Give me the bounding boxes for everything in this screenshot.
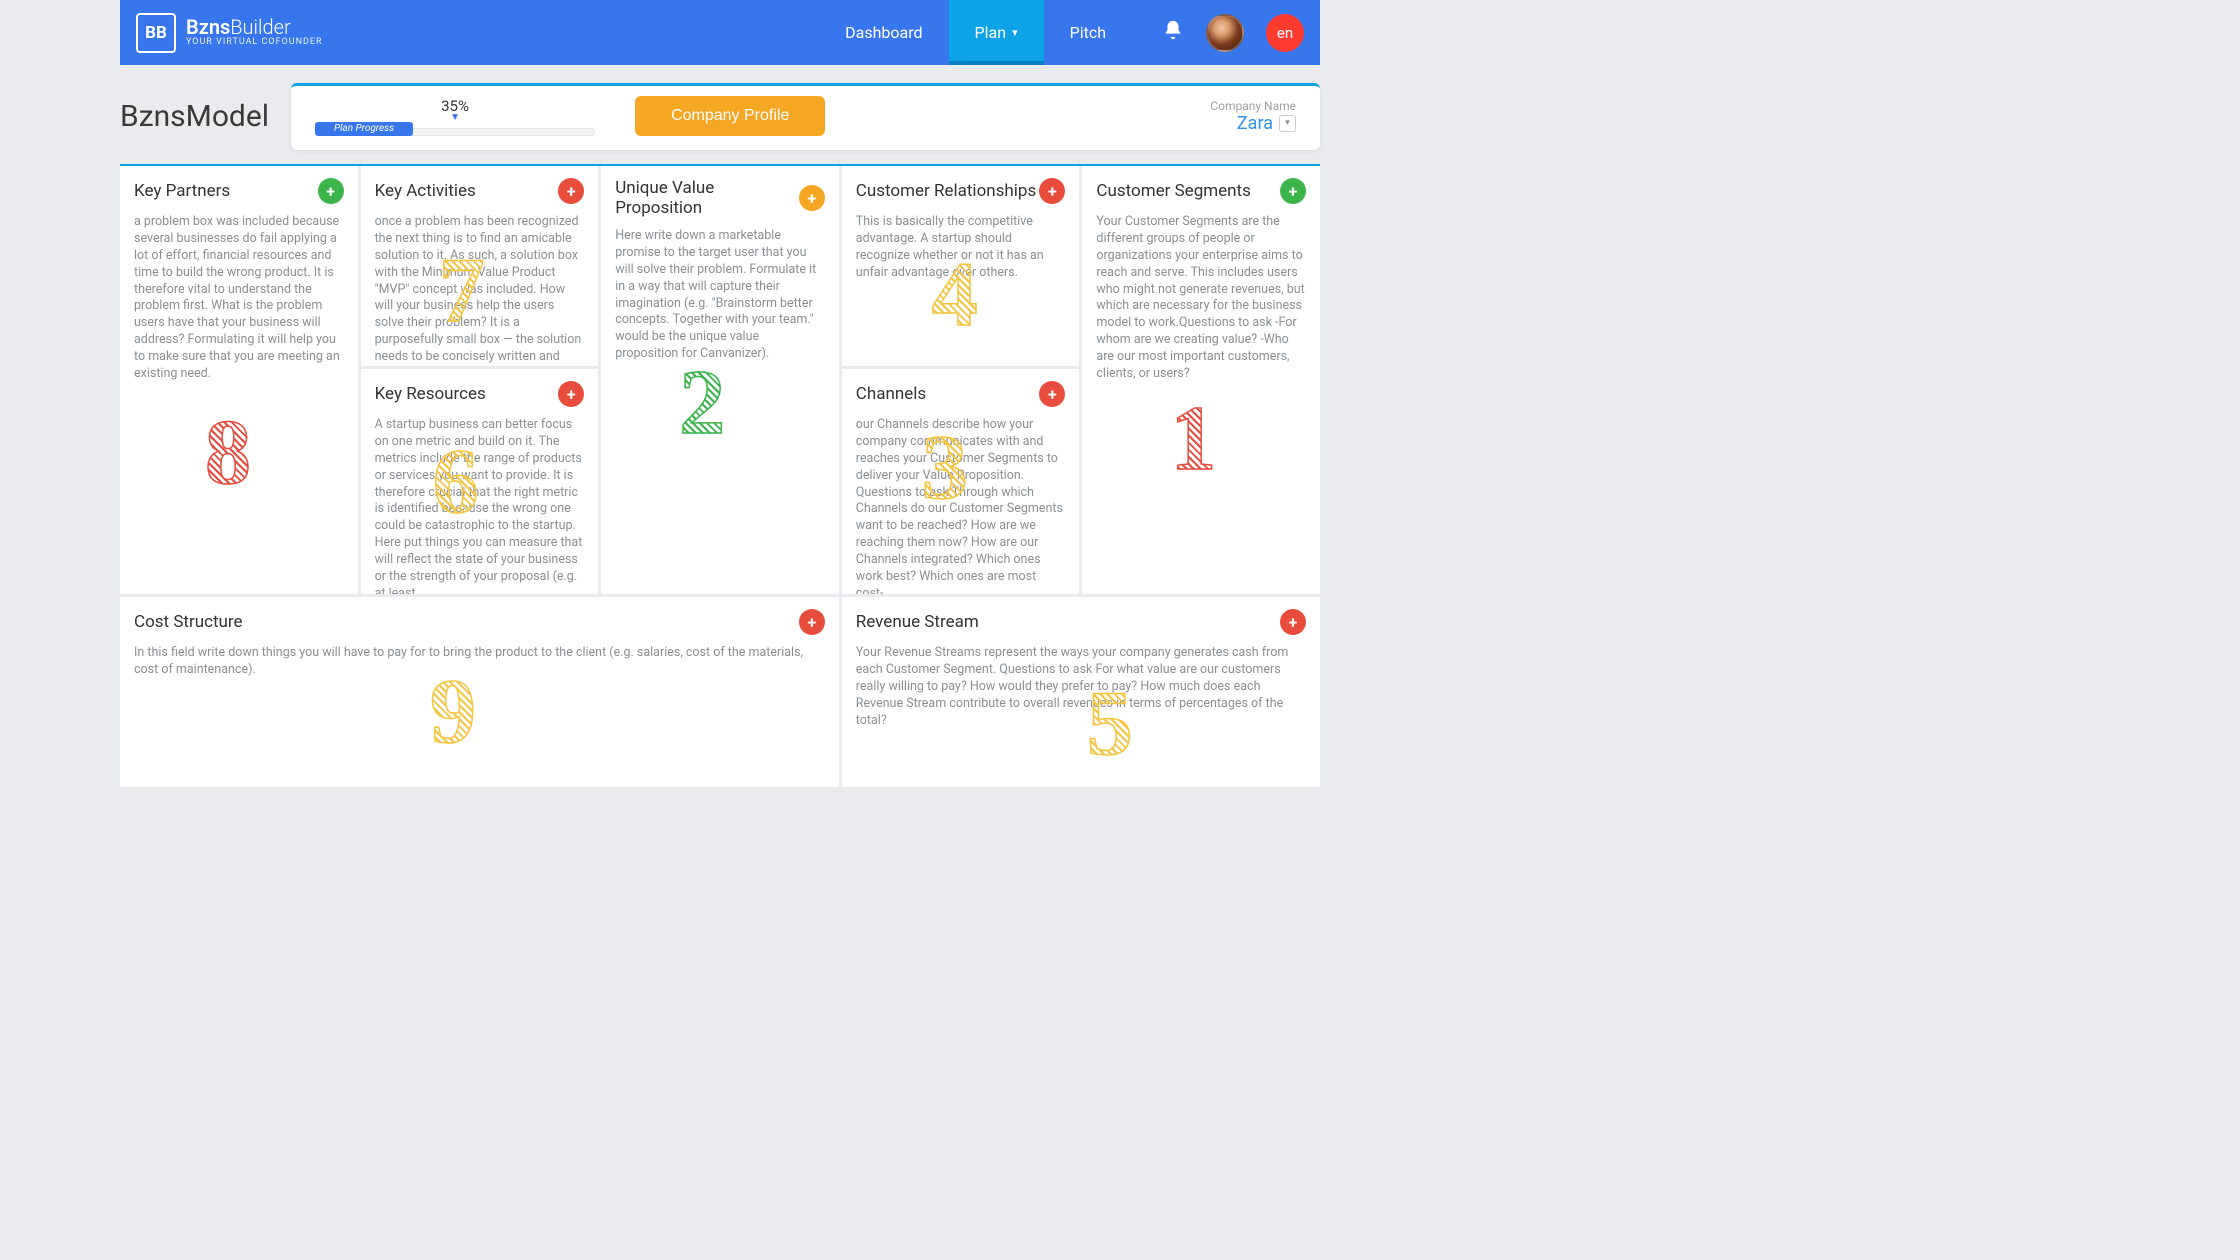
progress-fill: Plan Progress [315, 122, 413, 136]
card-key-partners: Key Partners + a problem box was included … [120, 166, 358, 594]
chevron-down-icon: ▾ [1012, 26, 1018, 39]
add-button[interactable]: + [799, 609, 825, 635]
card-channels: Channels + our Channels describe how your … [842, 369, 1080, 594]
card-body: This is basically the competitive advant… [856, 214, 1066, 282]
main-nav: Dashboard Plan ▾ Pitch [819, 0, 1132, 65]
add-button[interactable]: + [1280, 609, 1306, 635]
nav-plan-label: Plan [975, 23, 1007, 42]
card-body: once a problem has been recognized the n… [375, 214, 585, 366]
card-body: In this field write down things you will… [134, 645, 825, 679]
card-title: Cost Structure [134, 612, 243, 632]
card-title: Key Activities [375, 181, 476, 201]
card-key-resources: Key Resources + A startup business can bet… [361, 369, 599, 594]
nav-dashboard[interactable]: Dashboard [819, 0, 948, 65]
card-cost-structure: Cost Structure + In this field write down … [120, 597, 839, 787]
add-button[interactable]: + [558, 381, 584, 407]
watermark-number: 9 [430, 665, 476, 757]
add-button[interactable]: + [318, 178, 344, 204]
add-button[interactable]: + [799, 185, 825, 211]
language-button[interactable]: en [1266, 14, 1304, 52]
nav-pitch[interactable]: Pitch [1044, 0, 1132, 65]
card-body: a problem box was included because sever… [134, 214, 344, 383]
avatar[interactable] [1206, 14, 1244, 52]
caret-down-icon: ▼ [315, 115, 595, 120]
watermark-number: 1 [1170, 392, 1216, 484]
card-customer-segments: Customer Segments + Your Customer Segments… [1082, 166, 1320, 594]
header: BB BznsBuilder YOUR VIRTUAL COFOUNDER Da… [120, 0, 1320, 65]
card-body: A startup business can better focus on o… [375, 417, 585, 594]
card-customer-relationships: Customer Relationships+ This is basically… [842, 166, 1080, 366]
company-selector-label: Company Name [1210, 99, 1296, 113]
company-selector-value: Zara [1237, 113, 1273, 134]
card-body: Your Customer Segments are the different… [1096, 214, 1306, 383]
business-model-canvas: Key Partners + a problem box was included … [120, 164, 1320, 787]
card-title: Channels [856, 384, 926, 404]
add-button[interactable]: + [1039, 381, 1065, 407]
card-title: Key Resources [375, 384, 486, 404]
card-body: our Channels describe how your company c… [856, 417, 1066, 594]
chevron-down-icon[interactable]: ▾ [1279, 115, 1296, 132]
card-title: Customer Relationships [856, 181, 1036, 201]
bell-icon[interactable] [1162, 18, 1184, 48]
card-key-activities: Key Activities + once a problem has been r… [361, 166, 599, 366]
watermark-number: 2 [679, 356, 725, 448]
progress-block: 35% ▼ Plan Progress [315, 97, 595, 136]
logo-text: BznsBuilder YOUR VIRTUAL COFOUNDER [186, 17, 323, 47]
page-title: BznsModel [120, 99, 269, 134]
logo[interactable]: BB BznsBuilder YOUR VIRTUAL COFOUNDER [136, 13, 323, 53]
card-title: Customer Segments [1096, 181, 1251, 201]
nav-plan[interactable]: Plan ▾ [949, 0, 1044, 65]
card-revenue-stream: Revenue Stream + Your Revenue Streams repr… [842, 597, 1320, 787]
progress-card: 35% ▼ Plan Progress Company Profile Comp… [291, 83, 1320, 150]
card-body: Your Revenue Streams represent the ways … [856, 645, 1306, 729]
card-body: Here write down a marketable promise to … [615, 228, 825, 363]
card-title: Unique Value Proposition [615, 178, 799, 218]
card-unique-value-proposition: Unique Value Proposition+ Here write down… [601, 166, 839, 594]
logo-badge: BB [136, 13, 176, 53]
watermark-number: 8 [205, 406, 251, 498]
company-selector[interactable]: Company Name Zara ▾ [1210, 99, 1296, 134]
card-title: Revenue Stream [856, 612, 979, 632]
card-title: Key Partners [134, 181, 230, 201]
add-button[interactable]: + [1280, 178, 1306, 204]
add-button[interactable]: + [558, 178, 584, 204]
company-profile-button[interactable]: Company Profile [635, 96, 825, 136]
add-button[interactable]: + [1039, 178, 1065, 204]
